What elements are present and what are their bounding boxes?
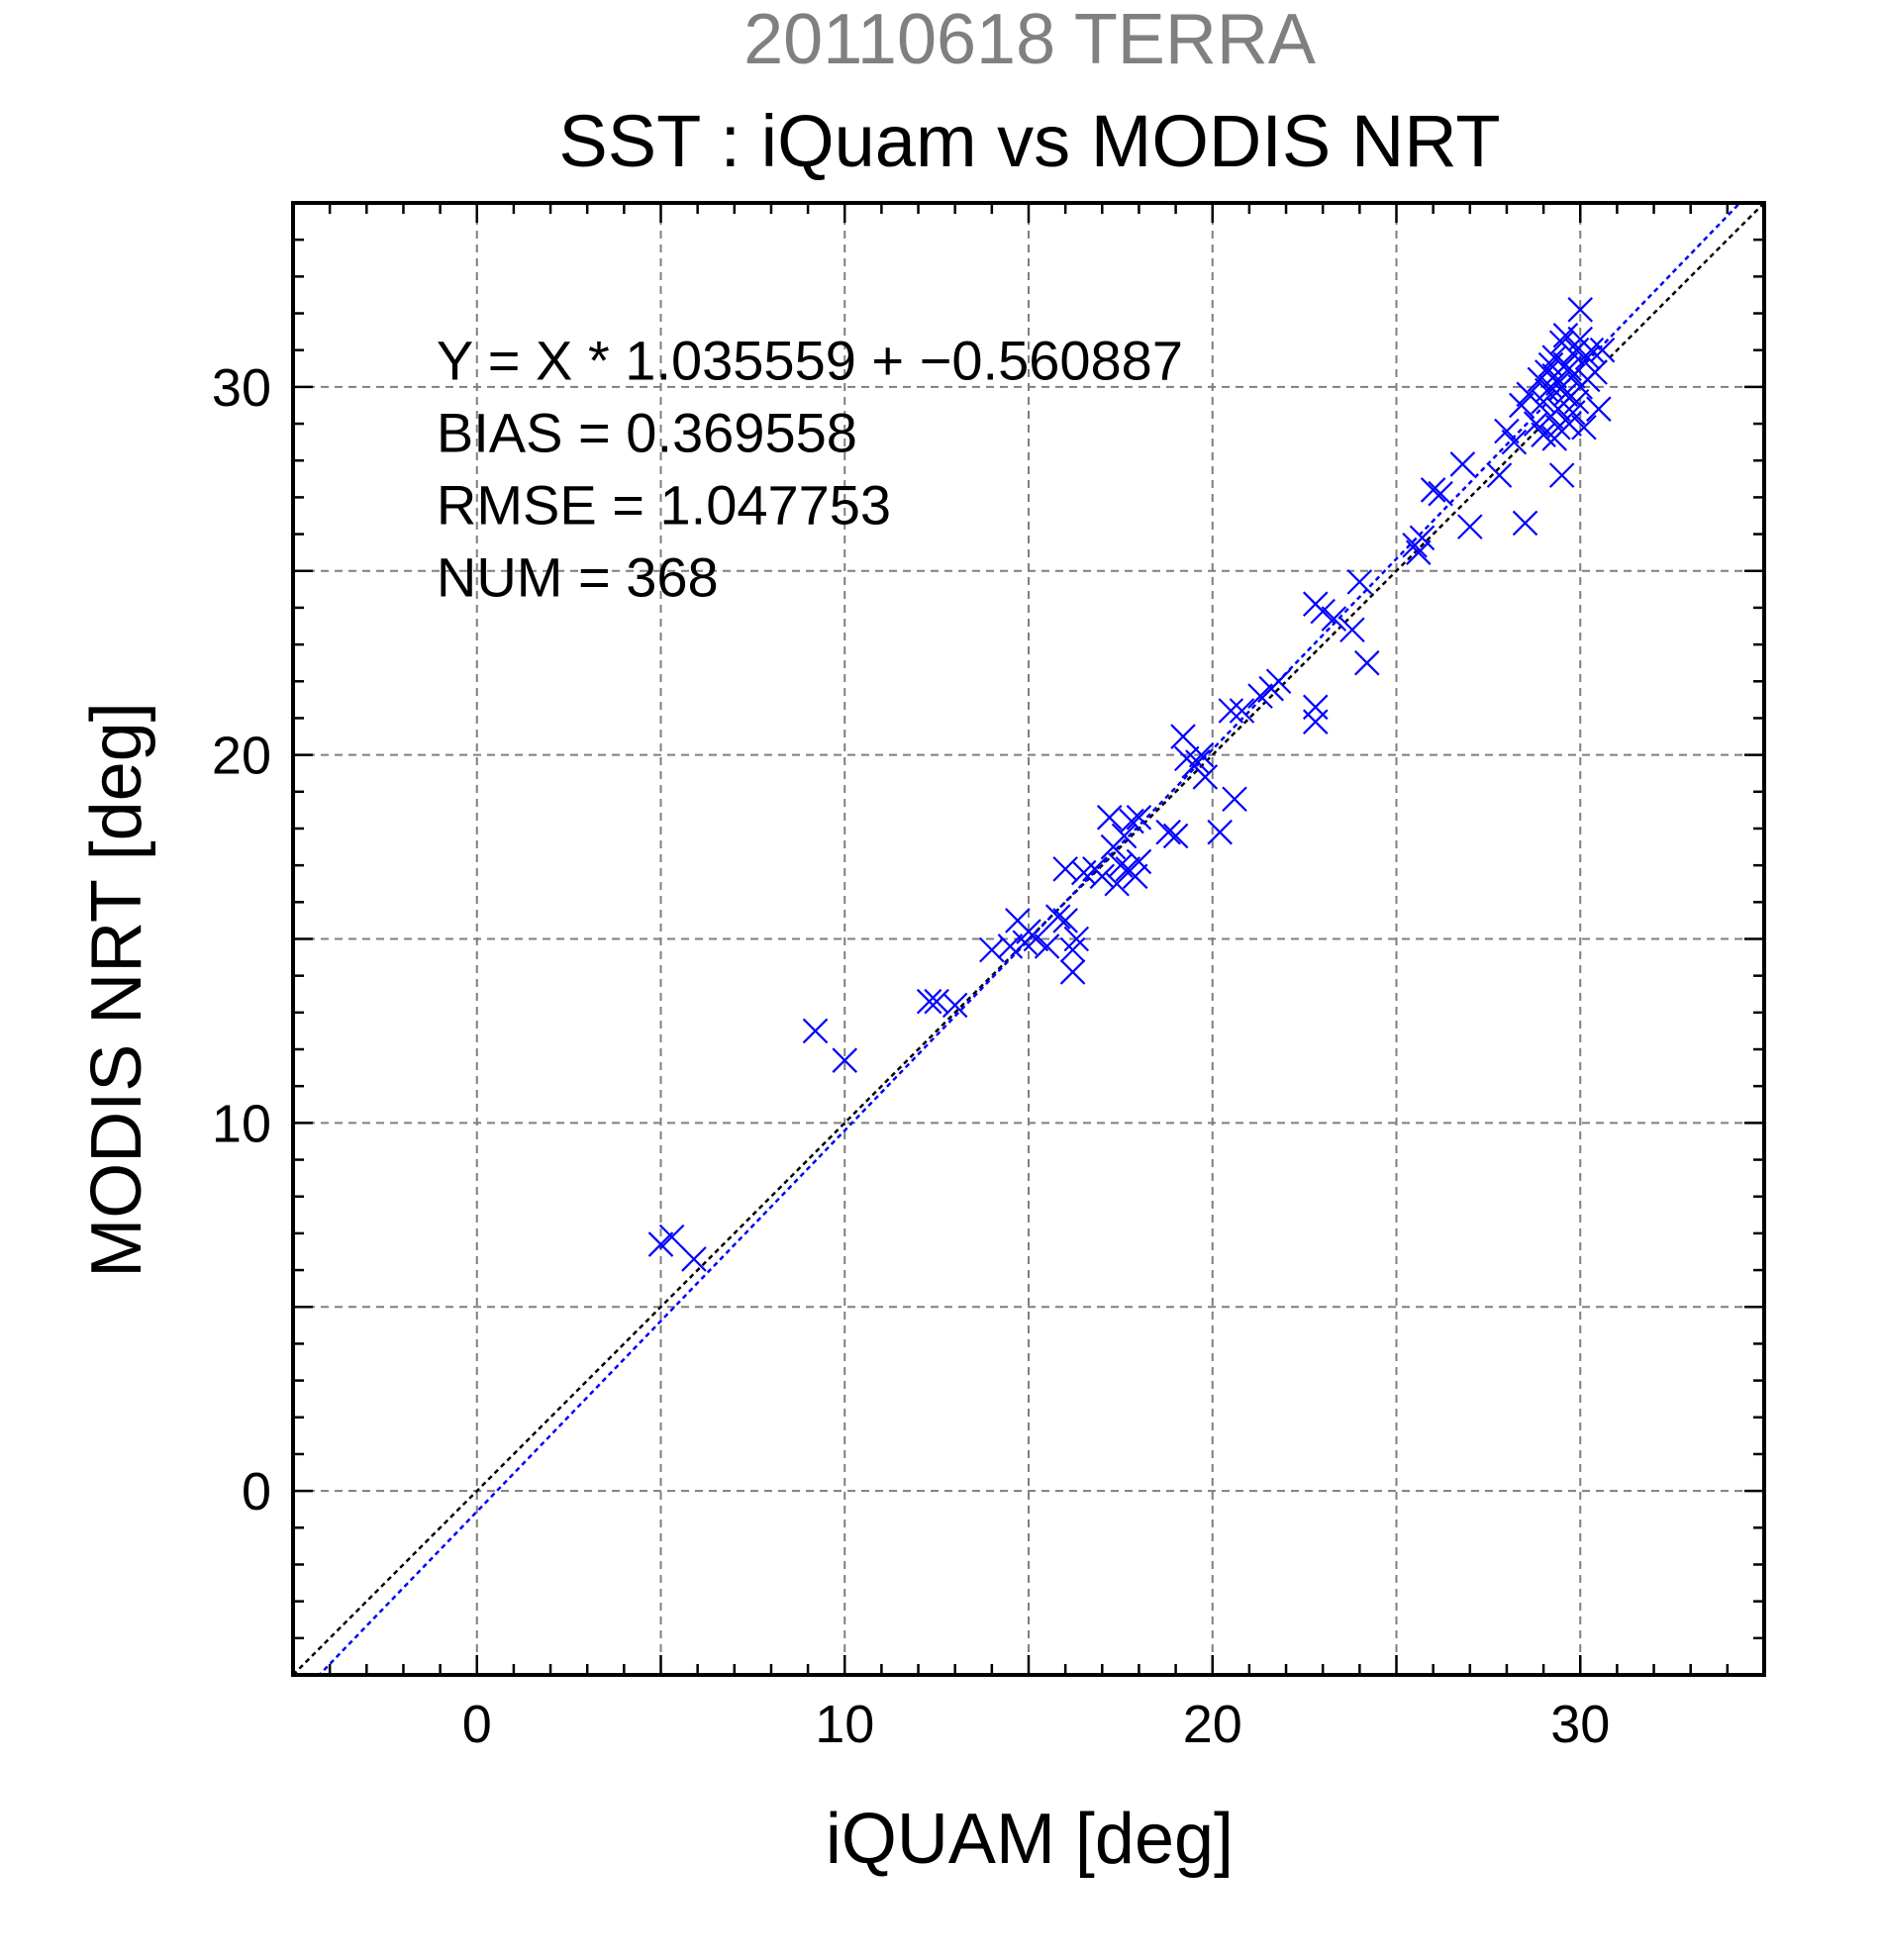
data-point	[1155, 819, 1181, 845]
data-point	[802, 1018, 829, 1044]
data-point	[1409, 525, 1436, 551]
x-tick-label: 10	[815, 1695, 874, 1754]
data-point	[1218, 698, 1244, 724]
data-point	[1537, 351, 1564, 378]
data-point	[1126, 805, 1152, 831]
data-point	[1574, 344, 1601, 370]
data-point	[1122, 863, 1148, 890]
data-point	[979, 936, 1005, 963]
data-point	[658, 1224, 685, 1250]
data-points	[647, 297, 1616, 1272]
data-point	[1486, 462, 1513, 488]
data-point	[1509, 392, 1534, 419]
data-point	[1545, 414, 1571, 441]
data-point	[1548, 374, 1575, 400]
data-point	[1023, 926, 1049, 952]
data-point	[1563, 337, 1590, 363]
data-point	[1089, 863, 1116, 890]
data-point	[1034, 933, 1060, 959]
data-point	[1302, 694, 1329, 721]
stat-rmse: RMSE = 1.047753	[437, 473, 891, 536]
x-tick-label: 30	[1550, 1695, 1610, 1754]
data-point	[647, 1231, 674, 1257]
data-point	[1188, 741, 1215, 768]
data-point	[1059, 959, 1086, 985]
data-point	[1420, 477, 1446, 503]
data-point	[1126, 848, 1152, 875]
data-point	[1229, 698, 1255, 724]
data-point	[1567, 297, 1594, 323]
data-point	[1052, 856, 1078, 882]
tick-labels: 0 10 20 30 0 10 20 30	[212, 358, 1610, 1754]
data-point	[1449, 451, 1476, 477]
x-tick-label: 20	[1183, 1695, 1242, 1754]
data-point	[1534, 377, 1560, 404]
y-tick-label: 20	[212, 727, 271, 786]
data-point	[997, 933, 1024, 959]
data-point	[1354, 649, 1380, 676]
data-point	[1162, 823, 1189, 849]
chart-title: SST : iQuam vs MODIS NRT	[558, 100, 1500, 182]
data-point	[1552, 323, 1579, 348]
data-point	[1406, 539, 1432, 565]
data-point	[916, 988, 942, 1015]
data-point	[1247, 683, 1273, 709]
data-point	[1096, 805, 1123, 831]
data-point	[1052, 908, 1078, 933]
data-point	[1207, 819, 1233, 845]
data-point	[1457, 514, 1483, 539]
y-tick-label: 0	[242, 1462, 271, 1521]
data-point	[1571, 414, 1597, 441]
data-point	[1578, 337, 1605, 363]
data-point	[1589, 337, 1616, 363]
y-tick-label: 30	[212, 358, 271, 418]
y-tick-label: 10	[212, 1094, 271, 1153]
data-point	[832, 1047, 858, 1073]
data-point	[1346, 569, 1373, 595]
data-point	[1063, 926, 1090, 952]
chart-supertitle: 20110618 TERRA	[743, 0, 1316, 79]
data-point	[1428, 480, 1453, 507]
data-point	[1574, 366, 1601, 393]
data-point	[1111, 823, 1138, 849]
data-point	[1501, 429, 1528, 455]
data-point	[1302, 709, 1329, 735]
fit-line	[317, 203, 1742, 1675]
data-point	[1265, 668, 1292, 695]
x-axis-label: iQUAM [deg]	[826, 1800, 1234, 1879]
data-point	[1310, 598, 1336, 625]
data-point	[1494, 418, 1520, 444]
reference-lines	[293, 203, 1764, 1675]
data-point	[681, 1246, 707, 1272]
data-point	[1586, 396, 1612, 422]
x-tick-label: 0	[462, 1695, 492, 1754]
data-point	[1512, 510, 1538, 537]
data-point	[1548, 462, 1575, 488]
data-point	[1545, 396, 1571, 422]
data-point	[1119, 808, 1144, 834]
data-point	[1339, 617, 1365, 643]
stat-bias: BIAS = 0.369558	[437, 401, 857, 463]
data-point	[1222, 786, 1247, 813]
data-point	[1044, 904, 1071, 930]
data-point	[1321, 606, 1347, 632]
stats-annotation: Y = X * 1.035559 + −0.560887 BIAS = 0.36…	[437, 329, 1183, 608]
plot-frame	[291, 201, 1766, 1677]
data-point	[1185, 749, 1211, 775]
stat-fit-equation: Y = X * 1.035559 + −0.560887	[437, 329, 1183, 391]
data-point	[941, 992, 968, 1019]
y-axis-label: MODIS NRT [deg]	[77, 702, 156, 1278]
data-point	[1192, 764, 1219, 790]
data-point	[1523, 411, 1549, 437]
stat-num: NUM = 368	[437, 545, 719, 608]
